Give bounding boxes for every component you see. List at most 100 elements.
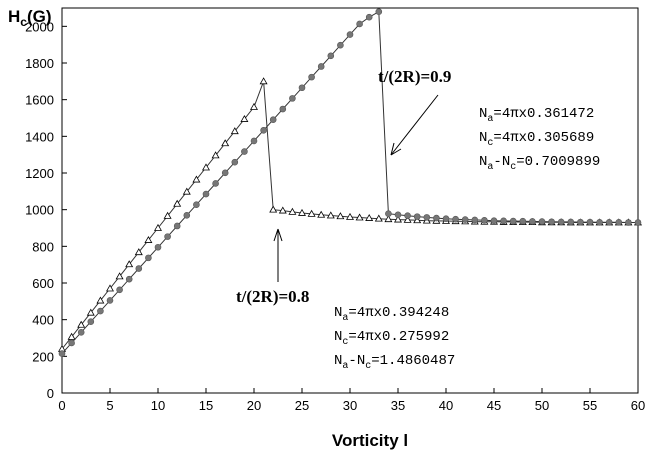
- data-point: [403, 215, 412, 223]
- data-point: [567, 218, 575, 226]
- data-point: [423, 214, 431, 221]
- x-tick-label: 50: [535, 398, 549, 413]
- y-axis-title-tail: (G): [27, 7, 52, 26]
- data-point: [279, 105, 287, 113]
- data-point: [182, 187, 191, 195]
- annotation-na-0.9: Na=4πx0.361472: [479, 106, 594, 125]
- y-ticks: 0 200 400 600 800 1000 1200 1400 1600 1800 2000: [25, 19, 67, 401]
- data-point: [317, 63, 325, 70]
- data-point: [241, 148, 248, 155]
- annotation-diff-0.8: Na-Nc=1.4860487: [334, 353, 455, 372]
- arrowhead-0.8: [273, 228, 283, 242]
- data-point: [355, 213, 364, 221]
- data-point: [134, 248, 143, 256]
- y-tick-label: 1600: [25, 93, 54, 108]
- data-point: [375, 8, 383, 15]
- data-point: [259, 77, 268, 85]
- y-tick-label: 600: [32, 276, 54, 291]
- data-point: [125, 275, 133, 283]
- data-point: [404, 212, 411, 220]
- x-tick-label: 40: [439, 398, 453, 413]
- data-point: [145, 254, 152, 262]
- annotation-label-0.9: t/(2R)=0.9: [378, 67, 451, 86]
- data-point: [471, 216, 479, 224]
- x-ticks: 0 5 10 15 20 25 30 35 40 45 50 55 60: [58, 388, 645, 413]
- data-point: [106, 284, 114, 292]
- data-point: [77, 329, 85, 336]
- data-point: [289, 95, 296, 102]
- data-point: [173, 222, 181, 230]
- data-point: [596, 219, 603, 226]
- annotation-na-0.8: Na=4πx0.394248: [334, 305, 449, 324]
- data-point: [490, 217, 498, 224]
- data-point: [173, 199, 182, 207]
- data-point: [164, 233, 171, 240]
- data-point: [125, 260, 134, 268]
- data-point: [116, 286, 123, 294]
- data-point: [365, 213, 374, 221]
- data-point: [135, 265, 143, 272]
- data-point: [586, 218, 594, 226]
- data-point: [365, 13, 373, 21]
- x-tick-label: 35: [391, 398, 405, 413]
- arrowhead-0.9: [390, 142, 402, 156]
- data-point: [260, 126, 267, 134]
- x-axis-title: Vorticity l: [332, 431, 408, 450]
- x-tick-label: 0: [58, 398, 65, 413]
- data-point: [615, 219, 623, 226]
- data-point: [192, 175, 201, 183]
- data-point: [115, 272, 124, 280]
- series-layer: [58, 8, 642, 357]
- data-point: [58, 350, 66, 357]
- y-axis-title: Hc(G): [8, 7, 52, 29]
- x-tick-label: 20: [247, 398, 261, 413]
- data-point: [202, 190, 210, 198]
- data-point: [605, 219, 613, 226]
- y-tick-label: 1800: [25, 56, 54, 71]
- x-tick-label: 25: [295, 398, 309, 413]
- data-point: [461, 216, 469, 223]
- x-tick-label: 30: [343, 398, 357, 413]
- data-point: [326, 211, 335, 219]
- data-point: [202, 163, 210, 171]
- data-point: [538, 218, 546, 225]
- data-point: [500, 217, 507, 225]
- y-tick-label: 1200: [25, 166, 54, 181]
- data-point: [183, 212, 191, 219]
- x-tick-label: 60: [631, 398, 645, 413]
- data-point: [374, 214, 383, 222]
- data-point: [557, 218, 565, 226]
- data-point: [231, 158, 239, 166]
- data-point: [298, 84, 306, 92]
- data-point: [433, 214, 440, 222]
- data-point: [317, 210, 326, 218]
- data-point: [97, 307, 104, 315]
- data-point: [221, 139, 230, 147]
- data-point: [529, 218, 536, 225]
- annotation-diff-0.9: Na-Nc=0.7009899: [479, 154, 600, 173]
- arrow-0.9: [390, 94, 439, 156]
- data-point: [519, 217, 527, 225]
- data-point: [154, 243, 162, 251]
- y-axis-title-main: H: [8, 7, 20, 26]
- data-point: [67, 332, 76, 340]
- data-point: [577, 218, 584, 226]
- data-point: [288, 207, 297, 215]
- data-point: [230, 127, 239, 135]
- annotation-nc-0.8: Nc=4πx0.275992: [334, 329, 449, 348]
- data-point: [250, 137, 258, 145]
- data-point: [269, 116, 277, 123]
- x-tick-label: 5: [106, 398, 113, 413]
- data-point: [269, 205, 278, 213]
- data-point: [625, 219, 632, 226]
- data-point: [86, 308, 95, 316]
- data-point: [212, 180, 219, 187]
- data-point: [298, 208, 306, 216]
- data-point: [481, 217, 488, 224]
- data-point: [346, 212, 354, 220]
- data-point: [211, 151, 220, 159]
- data-point: [327, 52, 335, 60]
- x-tick-label: 10: [151, 398, 165, 413]
- data-point: [509, 217, 517, 225]
- data-point: [394, 211, 402, 219]
